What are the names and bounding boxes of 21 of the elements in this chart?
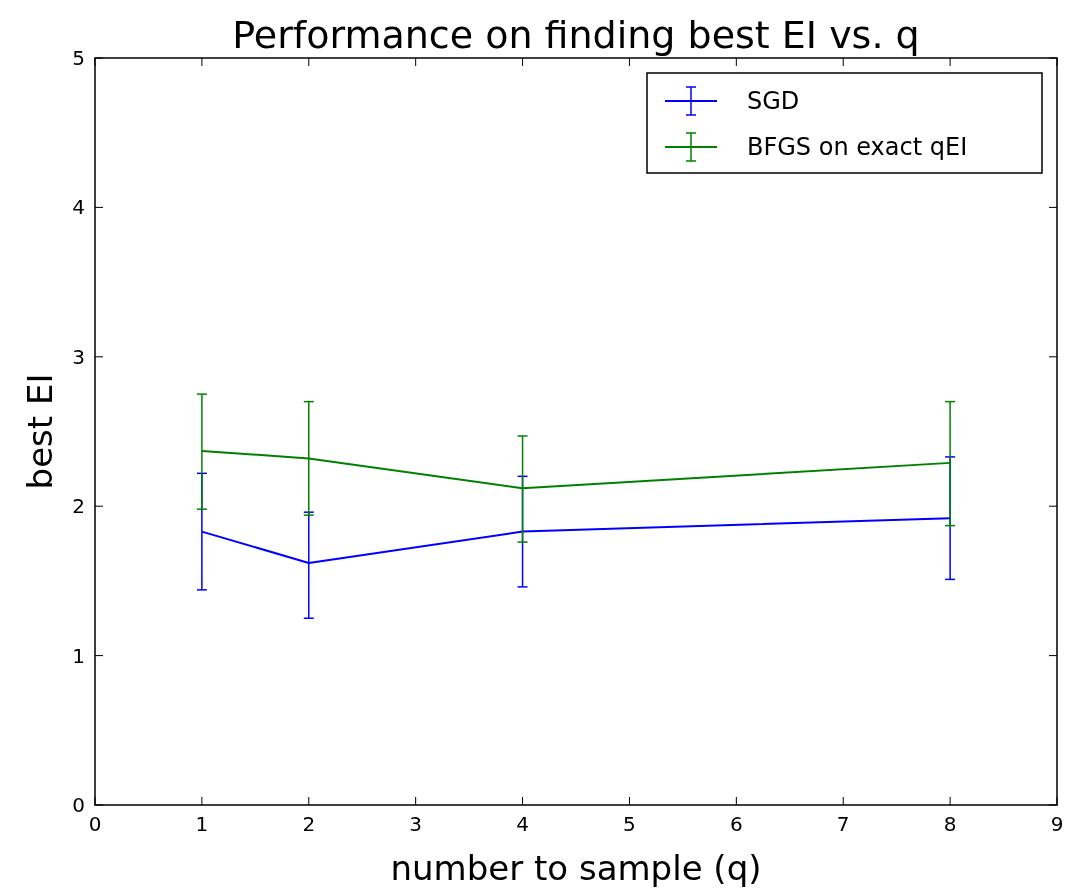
x-tick-label: 9 bbox=[1050, 812, 1064, 836]
chart-title: Performance on finding best EI vs. q bbox=[232, 13, 920, 57]
x-tick-label: 3 bbox=[409, 812, 423, 836]
x-tick-label: 4 bbox=[516, 812, 529, 836]
x-tick-label: 6 bbox=[729, 812, 743, 836]
y-tick-label: 2 bbox=[72, 494, 85, 519]
x-tick-label: 0 bbox=[88, 812, 102, 836]
x-tick-label: 1 bbox=[195, 812, 209, 836]
y-axis-title: best EI bbox=[20, 373, 60, 490]
legend-label: BFGS on exact qEI bbox=[747, 133, 968, 161]
x-tick-label: 7 bbox=[836, 812, 850, 836]
x-tick-label: 5 bbox=[623, 812, 636, 836]
y-tick-label: 4 bbox=[72, 195, 85, 220]
x-axis-title: number to sample (q) bbox=[390, 848, 762, 888]
x-tick-label: 2 bbox=[302, 812, 316, 836]
legend-label: SGD bbox=[747, 87, 800, 115]
y-tick-label: 1 bbox=[72, 643, 85, 668]
y-tick-label: 3 bbox=[72, 344, 85, 369]
y-tick-label: 0 bbox=[72, 793, 85, 817]
y-tick-label: 5 bbox=[72, 46, 85, 70]
x-tick-label: 8 bbox=[943, 812, 957, 836]
